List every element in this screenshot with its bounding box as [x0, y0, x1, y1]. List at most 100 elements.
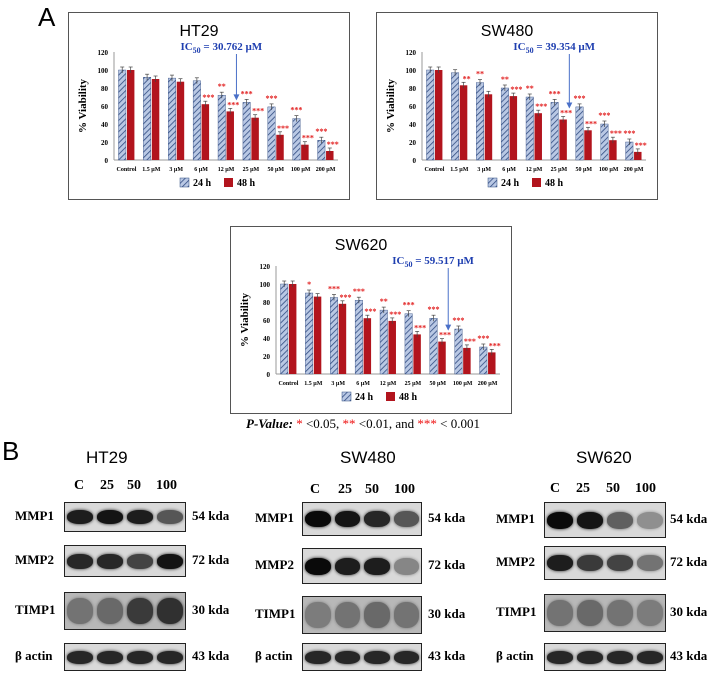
protein-label: MMP1 — [496, 511, 535, 526]
blot-band — [127, 598, 153, 624]
x-tick-label: 200 µM — [316, 167, 336, 173]
bar-48h — [276, 134, 284, 160]
bar-24h — [192, 80, 201, 161]
x-tick-label: 25 µM — [405, 381, 422, 387]
y-tick-label: 40 — [409, 121, 417, 129]
chart-title: SW620 — [335, 237, 388, 254]
pvalue-text-3: < 0.001 — [436, 416, 480, 431]
sig-stars-24h: *** — [623, 129, 635, 138]
x-tick-label: 6 µM — [502, 167, 516, 173]
x-tick-label: Control — [278, 381, 298, 387]
bar-48h — [609, 140, 617, 160]
blot-strip — [544, 643, 666, 671]
y-tick-label: 60 — [101, 103, 109, 111]
legend-swatch-48h — [386, 392, 395, 401]
legend-swatch-24h — [487, 177, 498, 188]
blot-band — [577, 600, 603, 626]
bar-48h — [509, 96, 518, 160]
legend-swatch-24h — [341, 391, 352, 402]
blot-band — [157, 553, 183, 569]
protein-label: β actin — [255, 648, 293, 663]
ic50-label: IC50 = 39.354 µM — [513, 41, 595, 55]
blot-band — [577, 555, 603, 571]
bar-24h — [217, 94, 226, 161]
y-tick-label: 60 — [409, 103, 417, 111]
sig-stars-24h: *** — [428, 305, 440, 314]
sig-stars-48h: *** — [535, 102, 547, 111]
blot-band — [364, 511, 390, 527]
x-tick-label: Control — [424, 167, 444, 173]
sig-stars-48h: *** — [252, 107, 264, 116]
bar-24h — [354, 299, 363, 375]
y-tick-label: 120 — [406, 49, 417, 57]
legend-label-24h: 24 h — [501, 178, 520, 189]
legend-label-48h: 48 h — [399, 392, 418, 403]
protein-label: MMP1 — [255, 510, 294, 525]
blot-band — [67, 510, 93, 524]
x-tick-label: 3 µM — [477, 167, 491, 173]
bar-48h — [338, 303, 347, 374]
lane-header: 50 — [606, 481, 620, 496]
bar-48h — [434, 70, 443, 160]
protein-label: β actin — [496, 648, 534, 663]
y-tick-label: 100 — [406, 67, 417, 75]
lane-header: C — [74, 478, 85, 493]
y-tick-label: 0 — [267, 371, 271, 379]
sig-stars-48h: *** — [635, 141, 647, 150]
blot-band — [157, 598, 183, 624]
bar-48h — [459, 85, 468, 160]
pvalue-text-2: <0.01, and — [355, 416, 418, 431]
blot-band — [97, 650, 123, 664]
ic50-arrowhead — [233, 94, 240, 101]
blot-band — [97, 553, 123, 569]
blot-band — [607, 650, 633, 664]
legend-label-48h: 48 h — [545, 178, 564, 189]
blot-strip — [302, 502, 422, 536]
bar-24h — [479, 346, 488, 375]
bar-24h — [330, 297, 338, 375]
molecular-weight-label: 54 kda — [428, 510, 466, 525]
blot-band — [364, 557, 390, 575]
bar-48h — [301, 144, 309, 160]
x-tick-label: Control — [116, 167, 136, 173]
bar-24h — [429, 317, 438, 375]
ic50-arrowhead — [566, 102, 573, 109]
molecular-weight-label: 43 kda — [670, 648, 708, 663]
pvalue-star-3: *** — [417, 416, 437, 431]
blot-band — [393, 557, 419, 575]
blot-band — [67, 598, 93, 624]
pvalue-star-2: ** — [342, 416, 356, 431]
sig-stars-24h: * — [307, 280, 311, 289]
blot-band — [127, 510, 153, 524]
x-tick-label: 25 µM — [551, 167, 568, 173]
blot-band — [364, 650, 390, 664]
protein-label: MMP2 — [255, 557, 294, 572]
lane-header: 100 — [635, 481, 656, 496]
bar-24h — [600, 123, 609, 161]
bar-24h — [500, 87, 509, 161]
ht29-viability-chart: HT29 % Viability 0 20 40 60 80 100 120 Control 1.5… — [68, 12, 350, 200]
bar-24h — [476, 82, 484, 161]
blot-band — [334, 650, 360, 664]
bar-24h — [118, 69, 127, 161]
blot-strip — [64, 592, 186, 630]
bar-24h — [379, 309, 388, 375]
sig-stars-48h: *** — [464, 337, 476, 346]
bar-24h — [454, 328, 463, 375]
y-tick-label: 40 — [101, 121, 109, 129]
blot-strip — [302, 548, 422, 584]
sig-stars-48h: *** — [610, 129, 622, 138]
blot-band — [334, 511, 360, 527]
molecular-weight-label: 72 kda — [428, 557, 466, 572]
molecular-weight-label: 72 kda — [670, 554, 708, 569]
molecular-weight-label: 30 kda — [428, 606, 466, 621]
blot-band — [97, 510, 123, 524]
sig-stars-24h: ** — [526, 84, 534, 93]
blot-band — [637, 650, 663, 664]
blot-band — [127, 650, 153, 664]
molecular-weight-label: 30 kda — [670, 604, 708, 619]
bar-24h — [168, 77, 176, 161]
blot-band — [67, 553, 93, 569]
sig-stars-48h: *** — [439, 331, 451, 340]
bar-48h — [126, 70, 135, 160]
